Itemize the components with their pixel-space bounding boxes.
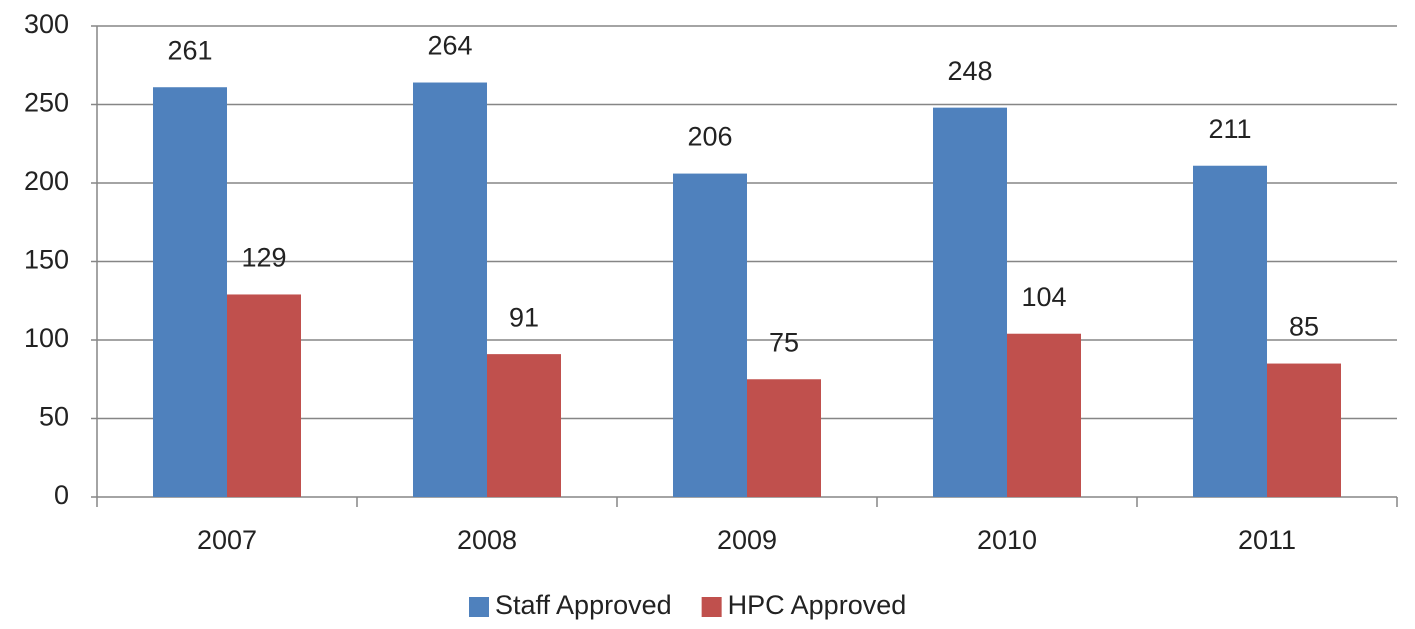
data-label: 129 [241, 243, 286, 273]
bar [747, 379, 821, 497]
data-label: 91 [509, 302, 539, 332]
y-tick-label: 150 [24, 245, 69, 275]
bar [933, 107, 1007, 497]
legend-swatch [469, 597, 489, 617]
bar [1007, 333, 1081, 497]
y-tick-label: 0 [54, 480, 69, 510]
legend-swatch [701, 597, 722, 617]
data-label: 248 [947, 56, 992, 86]
bar [673, 173, 747, 497]
data-label: 85 [1289, 312, 1319, 342]
data-label: 75 [769, 327, 799, 357]
bar [413, 82, 487, 498]
bar [153, 87, 227, 497]
y-tick-label: 100 [24, 323, 69, 353]
x-tick-label: 2007 [197, 525, 257, 555]
x-tick-label: 2008 [457, 525, 517, 555]
legend-label: HPC Approved [728, 590, 907, 620]
bar [1193, 165, 1267, 498]
bar [1267, 363, 1341, 497]
data-label: 211 [1208, 114, 1251, 144]
x-tick-label: 2011 [1238, 525, 1296, 555]
data-label: 104 [1021, 282, 1066, 312]
data-label: 261 [167, 35, 212, 65]
y-tick-label: 300 [24, 9, 69, 39]
y-tick-label: 250 [24, 88, 69, 118]
x-tick-label: 2009 [717, 525, 777, 555]
bar [487, 354, 561, 497]
data-label: 264 [427, 31, 472, 61]
legend-label: Staff Approved [495, 590, 672, 620]
y-tick-label: 50 [39, 402, 69, 432]
bar [227, 294, 301, 497]
data-label: 206 [687, 122, 732, 152]
x-tick-label: 2010 [977, 525, 1037, 555]
y-tick-label: 200 [24, 166, 69, 196]
